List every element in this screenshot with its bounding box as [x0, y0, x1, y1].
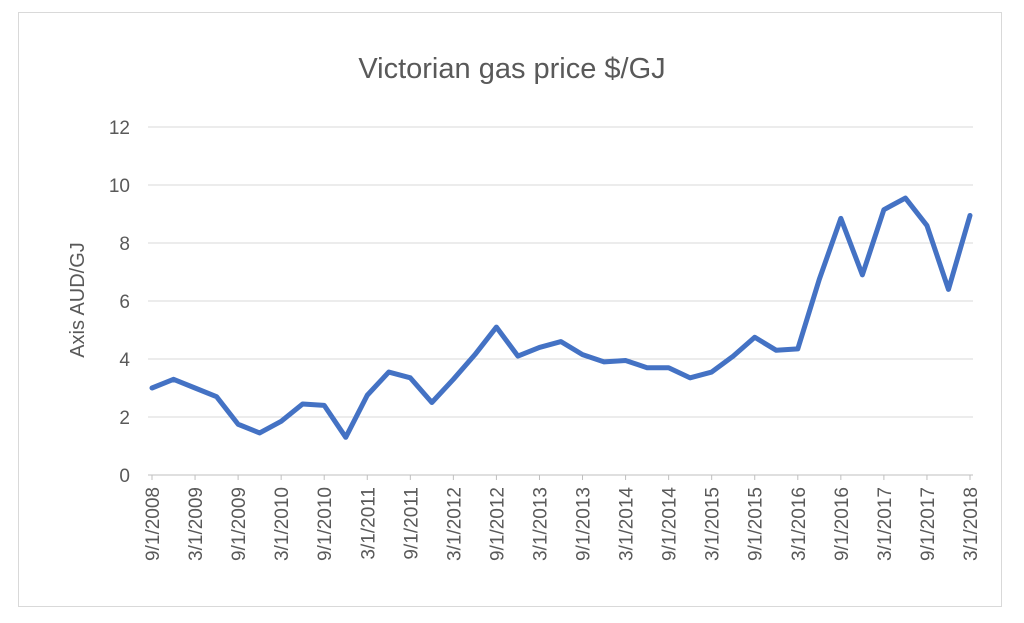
- x-tick-label: 3/1/2011: [358, 487, 379, 560]
- x-tick-label: 3/1/2017: [875, 487, 896, 561]
- x-tick-label: 9/1/2011: [401, 487, 422, 560]
- x-tick-label: 9/1/2017: [918, 487, 939, 561]
- x-tick-marks: [151, 475, 971, 480]
- x-tick-label: 9/1/2009: [229, 487, 250, 561]
- x-tick-label: 3/1/2014: [617, 487, 638, 561]
- x-tick-label: 3/1/2018: [961, 487, 982, 561]
- x-tick-label: 9/1/2008: [143, 487, 164, 561]
- y-tick-label: 2: [119, 408, 130, 429]
- x-tick-label: 9/1/2013: [574, 487, 595, 561]
- chart-title: Victorian gas price $/GJ: [358, 53, 665, 85]
- data-points: [151, 197, 971, 438]
- y-tick-label: 4: [119, 350, 130, 371]
- x-tick-label: 3/1/2009: [186, 487, 207, 561]
- x-tick-label: 3/1/2015: [703, 487, 724, 561]
- x-tick-label: 3/1/2013: [530, 487, 551, 561]
- x-tick-label: 3/1/2010: [272, 487, 293, 561]
- gridlines: [148, 126, 973, 476]
- y-tick-label: 10: [109, 176, 130, 197]
- y-axis-label: Axis AUD/GJ: [67, 242, 89, 358]
- x-tick-label: 9/1/2015: [746, 487, 767, 561]
- y-tick-label: 12: [109, 118, 130, 139]
- x-tick-label: 3/1/2012: [444, 487, 465, 561]
- y-tick-label: 8: [119, 234, 130, 255]
- chart-frame: [18, 12, 1002, 607]
- x-tick-label: 9/1/2010: [315, 487, 336, 561]
- x-tick-labels: 9/1/2008 3/1/2009 9/1/2009 3/1/2010 9/1/2010…: [143, 487, 982, 561]
- x-tick-label: 9/1/2012: [487, 487, 508, 561]
- y-tick-label: 0: [119, 466, 130, 487]
- x-tick-label: 9/1/2014: [660, 487, 681, 561]
- y-tick-label: 6: [119, 292, 130, 313]
- series-line: [149, 195, 973, 440]
- x-tick-label: 3/1/2016: [789, 487, 810, 561]
- y-tick-labels: 0 2 4 6 8 10 12: [109, 118, 131, 487]
- x-tick-label: 9/1/2016: [832, 487, 853, 561]
